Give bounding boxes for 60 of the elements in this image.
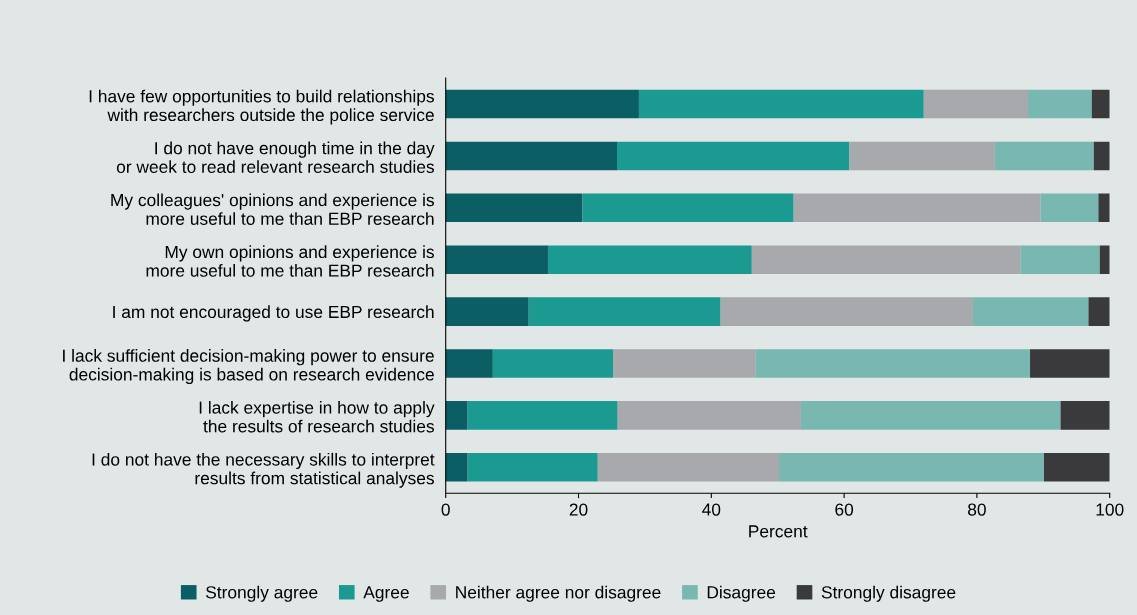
x-axis-title: Percent: [749, 525, 808, 538]
bar: [445, 349, 493, 378]
bar: [1028, 89, 1092, 119]
y-tick-label: I do not have enough time in the day or week to read relevant research studies: [116, 141, 435, 174]
bar: [445, 245, 548, 274]
y-tick-label: I am not encouraged to use EBP research: [113, 305, 434, 322]
y-tick-label: I have few opportunities to build relationships with researchers outside the police service: [89, 89, 434, 125]
bar: [617, 141, 850, 171]
legend-label: Disagree: [707, 585, 776, 602]
bar: [1040, 193, 1099, 223]
x-tick-label: 100: [1096, 503, 1124, 516]
x-tick-label: 0: [441, 503, 450, 516]
x-tick-label: 40: [702, 503, 721, 516]
bar: [445, 89, 639, 119]
bar: [547, 245, 752, 274]
bar: [445, 453, 468, 482]
bar: [972, 297, 1089, 326]
bar: [1098, 193, 1110, 223]
bar: [445, 297, 529, 326]
bar: [638, 89, 924, 119]
legend-label: Neither agree nor disagree: [456, 585, 661, 602]
bar: [613, 349, 756, 378]
bar: [1093, 141, 1110, 171]
bar: [800, 401, 1061, 430]
bar: [923, 89, 1029, 119]
bar: [779, 453, 1044, 482]
bar: [492, 349, 614, 378]
bar: [1043, 453, 1110, 482]
bar: [1020, 245, 1100, 274]
bar: [1099, 245, 1110, 274]
bar: [720, 297, 973, 326]
x-tick-label: 20: [569, 503, 588, 516]
bar: [445, 193, 583, 223]
y-tick-label: My own opinions and experience is more useful to me than EBP research: [146, 245, 434, 277]
bar: [755, 349, 1031, 378]
bar: [445, 141, 618, 171]
bar: [1091, 89, 1110, 119]
bar: [597, 453, 780, 482]
legend-label: Strongly agree: [206, 585, 318, 602]
bar: [467, 401, 618, 430]
bar: [849, 141, 995, 171]
bar: [528, 297, 721, 326]
x-tick-label: 80: [968, 503, 986, 516]
y-tick-label: I lack sufficient decision-making power to ensure decision-making is based on research evidence: [63, 349, 434, 384]
bar: [467, 453, 598, 482]
y-tick-label: My colleagues' opinions and experience is more useful to me than EBP research: [111, 193, 434, 225]
bar: [617, 401, 801, 430]
y-tick-label: I do not have the necessary skills to interpret results from statistical analyses: [92, 452, 435, 488]
bar: [1088, 297, 1110, 326]
x-tick-label: 60: [835, 503, 854, 516]
bar: [1060, 401, 1110, 430]
bar: [582, 193, 794, 223]
y-tick-label: I lack expertise in how to apply the results of research studies: [199, 401, 435, 433]
bar: [793, 193, 1041, 223]
bar: [1030, 349, 1110, 378]
legend-label: Agree: [363, 586, 409, 602]
bar: [751, 245, 1021, 274]
bar: [994, 141, 1094, 171]
bar: [445, 401, 468, 430]
legend-label: Strongly disagree: [821, 585, 956, 602]
